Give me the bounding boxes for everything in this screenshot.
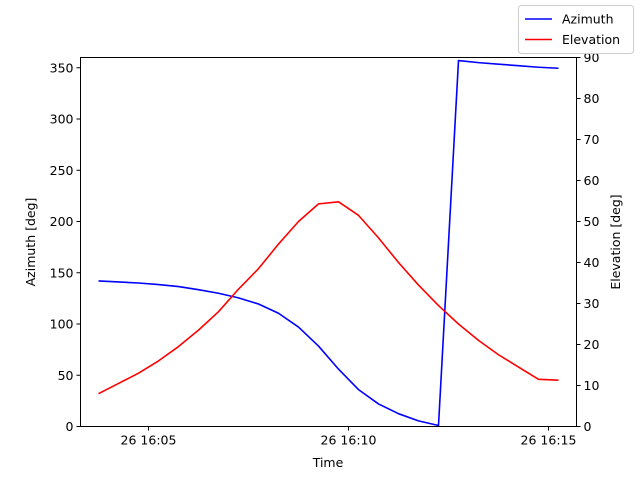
series-layer — [98, 59, 559, 427]
right-tick-label: 0 — [584, 419, 592, 434]
legend: Azimuth Elevation — [518, 5, 634, 54]
right-tick-label: 30 — [584, 296, 600, 311]
right-tick-label: 40 — [584, 255, 600, 270]
right-tick-label: 20 — [584, 337, 600, 352]
left-tick-label: 50 — [58, 368, 74, 383]
left-tick-label: 150 — [50, 265, 74, 280]
right-tick-label: 50 — [584, 214, 600, 229]
x-tick-label: 26 16:10 — [321, 433, 377, 448]
left-axis-ticks: 0 50 100 150 200 250 300 350 — [50, 60, 81, 434]
x-tick-label: 26 16:05 — [121, 433, 177, 448]
left-tick-label: 300 — [50, 112, 74, 127]
x-axis-ticks: 26 16:05 26 16:10 26 16:15 — [121, 426, 577, 448]
legend-box — [518, 5, 634, 54]
left-tick-label: 250 — [50, 163, 74, 178]
left-tick-label: 100 — [50, 317, 74, 332]
right-tick-label: 80 — [584, 91, 600, 106]
right-tick-label: 70 — [584, 132, 600, 147]
legend-label-azimuth: Azimuth — [562, 12, 614, 27]
x-axis-label: Time — [312, 455, 344, 470]
left-tick-label: 0 — [66, 419, 74, 434]
plot-frame — [80, 57, 577, 427]
x-tick-label: 26 16:15 — [521, 433, 577, 448]
right-y-axis-label: Elevation [deg] — [608, 194, 623, 289]
left-tick-label: 200 — [50, 214, 74, 229]
left-tick-label: 350 — [50, 60, 74, 75]
series-line-azimuth — [98, 59, 559, 427]
legend-label-elevation: Elevation — [562, 32, 620, 47]
right-tick-label: 10 — [584, 378, 600, 393]
series-line-elevation — [98, 201, 559, 395]
left-y-axis-label: Azimuth [deg] — [23, 198, 38, 287]
right-tick-label: 60 — [584, 173, 600, 188]
